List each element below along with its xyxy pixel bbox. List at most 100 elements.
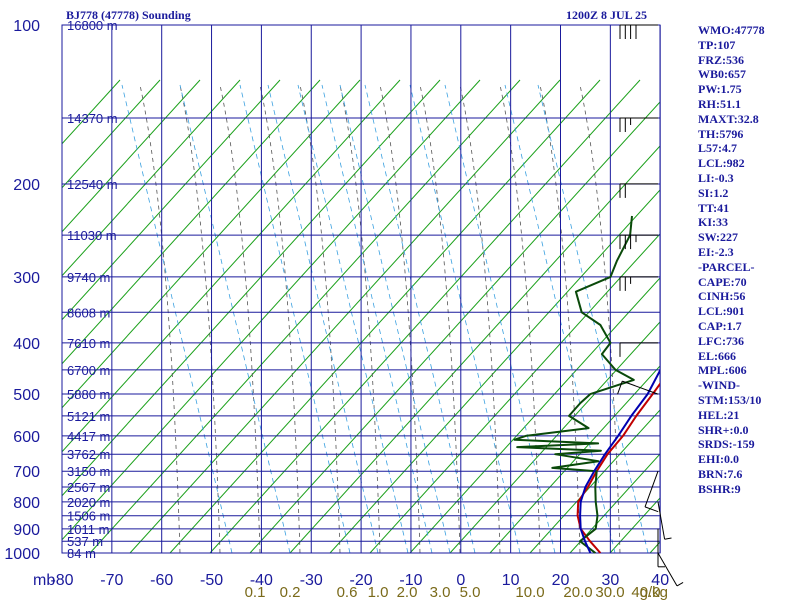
dry-adiabat bbox=[89, 79, 521, 554]
wind-barb bbox=[619, 234, 658, 250]
wind-barbs bbox=[617, 24, 684, 587]
mixing-ratio-line bbox=[364, 84, 476, 554]
mixing-ratio-line bbox=[537, 84, 649, 554]
mixing-ratio-label: 40.0 bbox=[631, 584, 660, 600]
mixing-ratio-label: 2.0 bbox=[397, 584, 418, 600]
mixing-ratio-unit-label: g/kg bbox=[640, 584, 668, 600]
temperature-tick-label: -60 bbox=[150, 572, 173, 589]
wind-barb bbox=[619, 24, 658, 39]
dry-adiabat bbox=[529, 409, 660, 554]
wind-barb bbox=[644, 471, 659, 513]
moist-adiabat bbox=[579, 84, 621, 554]
temperature-tick-label: -40 bbox=[250, 572, 273, 589]
dry-adiabat bbox=[62, 79, 281, 321]
temperature-tick-label: 0 bbox=[456, 572, 465, 589]
parameter-item: WMO:47778 bbox=[698, 23, 765, 37]
parameter-item: TP:107 bbox=[698, 37, 736, 52]
wind-barb bbox=[617, 380, 659, 395]
pressure-tick-label: 900 bbox=[13, 522, 40, 539]
parameter-item: CINH:56 bbox=[698, 289, 746, 304]
wind-barb bbox=[619, 117, 658, 132]
mixing-ratio-line bbox=[297, 84, 409, 554]
mixing-ratio-line bbox=[121, 84, 233, 554]
moist-adiabat bbox=[339, 84, 381, 554]
temperature-tick-label: -20 bbox=[350, 572, 373, 589]
dry-adiabat bbox=[289, 145, 660, 554]
pressure-tick-label: 200 bbox=[13, 177, 40, 194]
mixing-ratio-line bbox=[321, 84, 433, 554]
parameter-item: TH:5796 bbox=[698, 126, 744, 141]
dry-adiabat bbox=[62, 79, 241, 277]
mixing-ratio-line bbox=[179, 84, 291, 554]
mixing-ratio-label: 0.2 bbox=[280, 584, 301, 600]
pressure-tick-label: 100 bbox=[13, 18, 40, 35]
wind-barb-staff bbox=[657, 501, 666, 540]
height-label: 3762 m bbox=[67, 447, 110, 462]
height-label: 4417 m bbox=[67, 429, 110, 444]
wind-barb-staff bbox=[622, 380, 659, 395]
dry-adiabat bbox=[770, 80, 800, 553]
temperature-tick-label: 10 bbox=[502, 572, 520, 589]
moist-adiabat bbox=[219, 84, 261, 554]
mixing-ratio-label: 1.0 bbox=[368, 584, 389, 600]
moist-adiabat bbox=[499, 84, 541, 554]
dry-adiabat bbox=[62, 79, 161, 189]
moist-adiabat bbox=[259, 84, 301, 554]
pressure-tick-label: 500 bbox=[13, 387, 40, 404]
dry-adiabat bbox=[62, 79, 361, 409]
wind-barb-staff bbox=[644, 471, 659, 508]
pressure-tick-label: 300 bbox=[13, 270, 40, 287]
moist-adiabat bbox=[539, 84, 581, 554]
dry-adiabat bbox=[329, 189, 660, 554]
height-label: 5121 m bbox=[67, 409, 110, 424]
dry-adiabat bbox=[449, 321, 660, 554]
dry-adiabat bbox=[129, 79, 561, 554]
parameter-item: LFC:736 bbox=[698, 333, 744, 348]
wind-barb-feather bbox=[617, 380, 623, 395]
temperature-tick-label: -30 bbox=[300, 572, 323, 589]
pressure-tick-label: 700 bbox=[13, 464, 40, 481]
moist-adiabat bbox=[299, 84, 341, 554]
parcel-line bbox=[579, 368, 660, 554]
dry-adiabat bbox=[369, 233, 660, 554]
parameter-item: MPL:606 bbox=[698, 363, 747, 378]
height-label: 1011 m bbox=[67, 522, 109, 537]
parameter-item: EI:-2.3 bbox=[698, 244, 734, 259]
pressure-tick-label: 400 bbox=[13, 336, 40, 353]
dry-adiabat bbox=[569, 453, 660, 554]
wind-barb-staff bbox=[657, 552, 678, 587]
parameter-item: LI:-0.3 bbox=[698, 170, 734, 185]
pressure-unit-label: mb bbox=[33, 572, 55, 589]
dry-adiabat bbox=[409, 277, 660, 554]
wind-barb bbox=[657, 552, 684, 587]
temperature-tick-label: -10 bbox=[399, 572, 422, 589]
dry-adiabat bbox=[62, 79, 441, 497]
height-label: 2020 m bbox=[67, 495, 110, 510]
dry-adiabats bbox=[62, 79, 800, 554]
parameter-item: CAPE:70 bbox=[698, 274, 747, 289]
parameter-item: SI:1.2 bbox=[698, 185, 729, 200]
mixing-ratio-line bbox=[339, 84, 451, 554]
mixing-ratio-label: 20.0 bbox=[563, 584, 592, 600]
parameter-item: BSHR:9 bbox=[698, 481, 741, 496]
height-label: 9740 m bbox=[67, 270, 110, 285]
temperature-tick-label: -70 bbox=[100, 572, 123, 589]
mixing-ratio-line bbox=[267, 84, 379, 554]
dry-adiabat bbox=[249, 101, 660, 554]
sounding-parameters: WMO:47778 TP:107 FRZ:536 WB0:657 PW:1.75 RH:5… bbox=[698, 23, 765, 497]
wind-barb bbox=[619, 276, 658, 291]
moist-adiabat bbox=[459, 84, 501, 554]
pressure-tick-label: 1000 bbox=[4, 546, 40, 563]
mixing-ratio-line bbox=[239, 84, 351, 554]
wind-barb bbox=[619, 183, 658, 198]
moist-adiabat bbox=[139, 84, 181, 554]
parameter-item: LCL:982 bbox=[698, 156, 745, 171]
height-label: 6700 m bbox=[67, 363, 110, 378]
temperature-tick-label: 30 bbox=[601, 572, 619, 589]
parameter-item: EHI:0.0 bbox=[698, 452, 740, 467]
height-label: 5880 m bbox=[67, 387, 110, 402]
height-label: 84 m bbox=[67, 546, 96, 561]
height-label: 12540 m bbox=[67, 177, 118, 192]
